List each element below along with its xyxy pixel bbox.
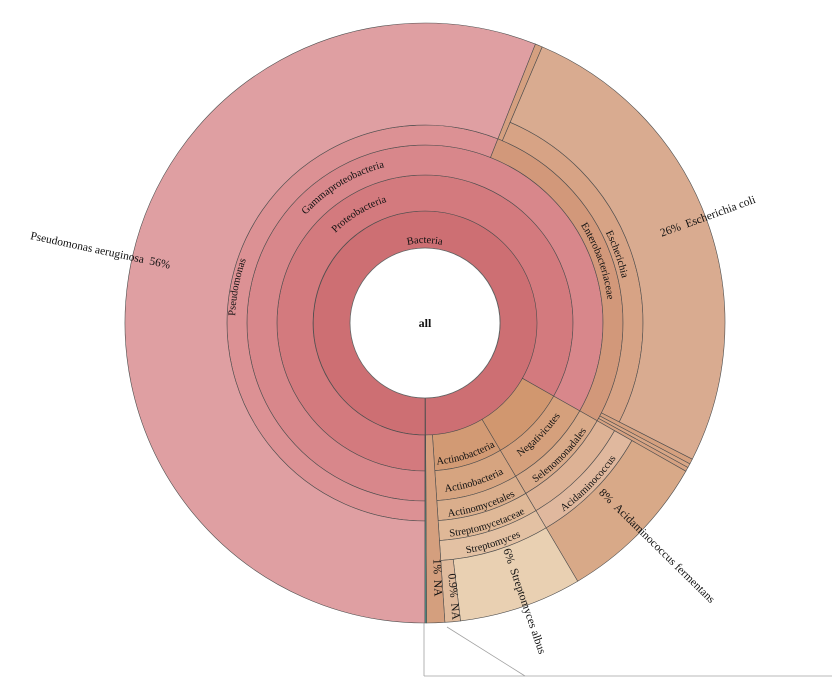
ring-label-bacteria-0: Bacteria xyxy=(406,235,444,248)
wedge-teal-sliver[interactable] xyxy=(424,434,427,624)
wedge-pseudomonas-aeruginosa[interactable]: Pseudomonas aeruginosa xyxy=(124,22,536,624)
leaf-label-4: 0.9% NA xyxy=(445,573,461,621)
wedge-escherichia-coli[interactable]: Escherichia coli xyxy=(509,46,726,460)
leader-line xyxy=(446,626,526,677)
leader-line-layer xyxy=(423,623,832,677)
center-circle[interactable] xyxy=(349,247,501,399)
center-label: all xyxy=(419,316,432,330)
wedge-layer: BacteriaProteobacteriaGammaproteobacteri… xyxy=(124,22,726,624)
leaf-label-5: 1% NA xyxy=(430,559,443,598)
